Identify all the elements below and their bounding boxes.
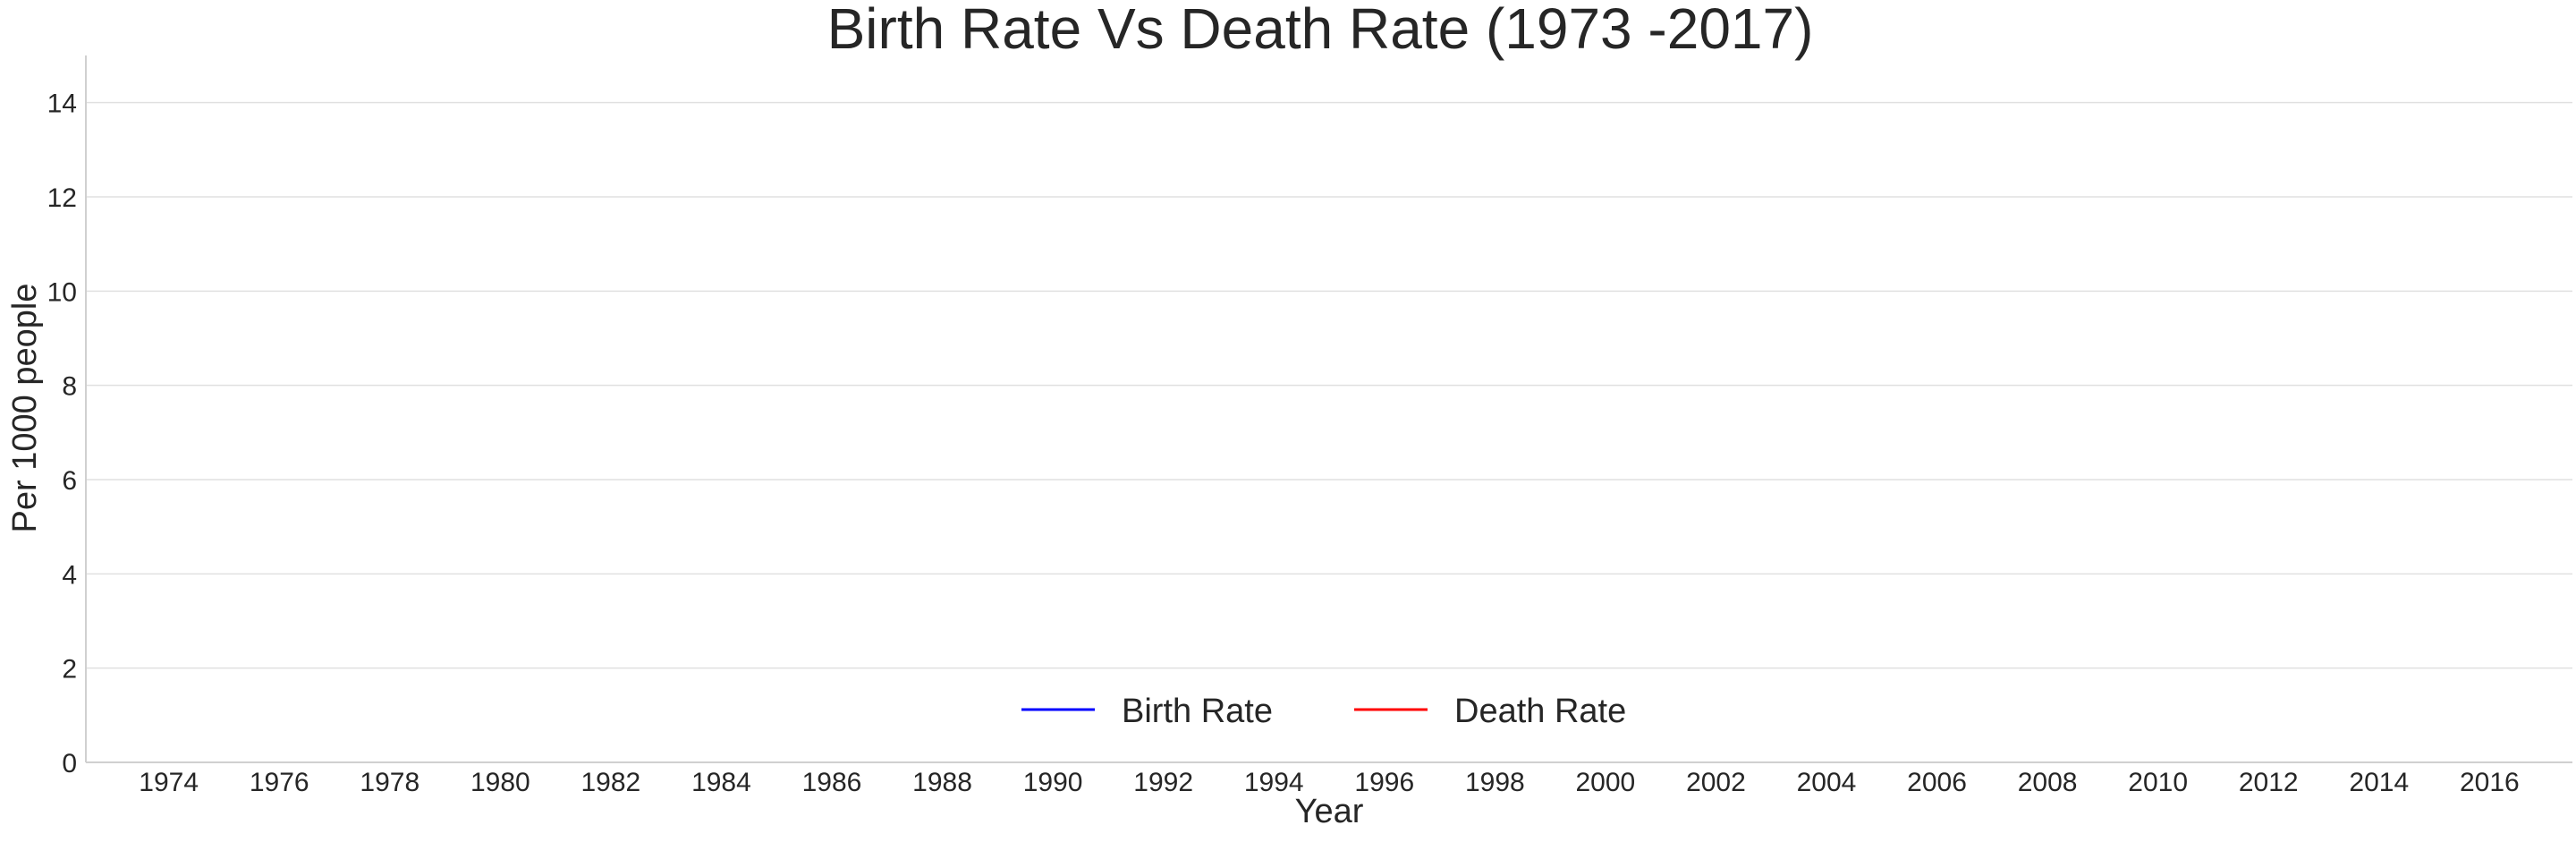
y-tick-labels: 0 2 4 6 8 10 12 14	[47, 89, 77, 778]
x-tick-label-2002: 2002	[1686, 768, 1746, 797]
y-tick-label-14: 14	[47, 89, 77, 119]
x-tick-label-1982: 1982	[581, 768, 641, 797]
x-tick-label-1986: 1986	[802, 768, 862, 797]
y-tick-label-2: 2	[62, 655, 77, 685]
y-tick-label-8: 8	[62, 372, 77, 402]
x-tick-label-2012: 2012	[2239, 768, 2299, 797]
x-axis-label: Year	[1295, 793, 1364, 830]
x-tick-label-1976: 1976	[250, 768, 309, 797]
chart-title: Birth Rate Vs Death Rate (1973 -2017)	[827, 0, 1814, 61]
x-tick-label-1978: 1978	[360, 768, 419, 797]
x-tick-label-1994: 1994	[1244, 768, 1304, 797]
legend: Birth Rate Death Rate	[1021, 693, 1626, 730]
x-tick-label-2016: 2016	[2460, 768, 2520, 797]
x-tick-label-2000: 2000	[1576, 768, 1636, 797]
x-tick-label-2004: 2004	[1797, 768, 1857, 797]
x-tick-label-2010: 2010	[2128, 768, 2188, 797]
y-tick-label-6: 6	[62, 466, 77, 496]
x-tick-label-1992: 1992	[1133, 768, 1193, 797]
x-tick-label-1996: 1996	[1354, 768, 1414, 797]
x-tick-label-2008: 2008	[2018, 768, 2078, 797]
x-tick-label-2006: 2006	[1907, 768, 1967, 797]
y-tick-label-12: 12	[47, 183, 77, 213]
y-axis-label: Per 1000 people	[6, 284, 44, 533]
x-tick-labels: 1974 1976 1978 1980 1982 1984 1986 1988 1990 1992…	[139, 768, 2519, 797]
y-tick-label-0: 0	[62, 749, 77, 778]
x-tick-label-1990: 1990	[1023, 768, 1083, 797]
x-tick-label-1984: 1984	[691, 768, 751, 797]
y-tick-label-4: 4	[62, 560, 77, 590]
grid-layer	[86, 101, 2572, 669]
legend-label-birth-rate: Birth Rate	[1122, 693, 1273, 730]
x-tick-label-2014: 2014	[2349, 768, 2409, 797]
x-tick-label-1998: 1998	[1465, 768, 1525, 797]
axis-layer	[85, 55, 2572, 763]
legend-label-death-rate: Death Rate	[1454, 693, 1626, 730]
x-tick-label-1980: 1980	[470, 768, 530, 797]
x-tick-label-1988: 1988	[912, 768, 972, 797]
x-tick-label-1974: 1974	[139, 768, 199, 797]
y-tick-label-10: 10	[47, 277, 77, 307]
